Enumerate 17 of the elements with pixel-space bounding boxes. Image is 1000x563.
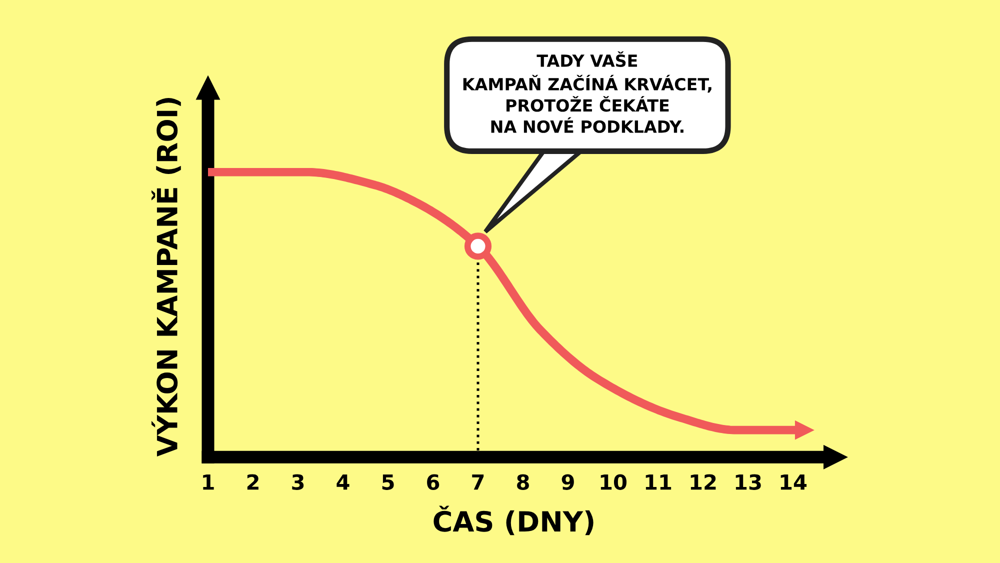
x-tick-label: 8 (517, 474, 529, 490)
x-tick-label: 2 (247, 474, 258, 490)
x-tick-label: 5 (382, 474, 394, 490)
x-tick-label: 7 (472, 474, 484, 490)
x-axis-title: ČAS (DNY) (434, 506, 594, 536)
x-tick-label: 12 (690, 474, 716, 490)
x-tick-label: 10 (600, 474, 626, 490)
x-tick-label: 14 (780, 474, 807, 490)
x-tick-label: 9 (562, 474, 574, 490)
x-tick-label: 6 (427, 474, 440, 490)
text: TADY VAŠE KAMPAŇ ZAČÍNÁ KRVÁCET, PROTOŽE ČEKÁTE NA NOVÉ PODKLADY. (463, 51, 712, 133)
x-tick-label: 3 (292, 474, 304, 490)
x-tick-label: 13 (736, 474, 761, 490)
x-tick-label: 1 (203, 474, 214, 490)
x-tick-label: 11 (646, 474, 672, 490)
y-axis-title: VÝKON KAMPANĚ (ROI) (152, 98, 181, 457)
x-tick-label: 4 (336, 474, 350, 490)
